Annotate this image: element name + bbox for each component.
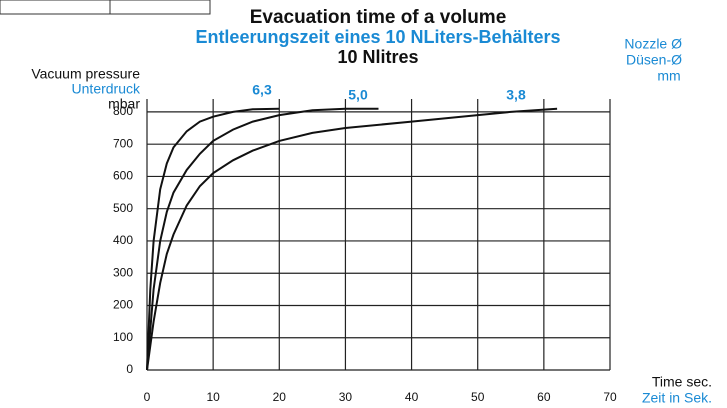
- series-label: 6,3: [252, 82, 272, 98]
- curve: [146, 107, 379, 371]
- y-axis-label: Vacuum pressure: [31, 66, 140, 82]
- y-axis-label: Unterdruck: [72, 81, 141, 97]
- y-tick-label: 800: [113, 104, 133, 118]
- legend-title: mm: [657, 68, 680, 84]
- x-tick-label: 40: [405, 390, 419, 404]
- x-axis-label: Time sec.: [652, 374, 712, 390]
- x-tick-label: 30: [339, 390, 353, 404]
- x-tick-label: 70: [603, 390, 617, 404]
- y-tick-label: 500: [113, 201, 133, 215]
- curve: [146, 107, 558, 371]
- x-tick-label: 0: [144, 390, 151, 404]
- corner-table: [0, 0, 211, 15]
- x-tick-label: 50: [471, 390, 485, 404]
- y-axis-label: mbar: [108, 96, 140, 112]
- y-tick-label: 0: [126, 362, 133, 376]
- x-tick-label: 20: [273, 390, 287, 404]
- y-tick-label: 100: [113, 330, 133, 344]
- series-label: 3,8: [506, 87, 526, 103]
- chart-subtitle: 10 Nlitres: [337, 47, 418, 67]
- curve: [146, 107, 280, 371]
- chart-title: Evacuation time of a volume: [250, 7, 507, 28]
- y-tick-label: 200: [113, 298, 133, 312]
- x-tick-label: 10: [206, 390, 220, 404]
- legend-title: Düsen-Ø: [626, 52, 682, 68]
- x-axis-label: Zeit in Sek.: [642, 390, 712, 406]
- y-tick-label: 300: [113, 265, 133, 279]
- x-tick-label: 60: [537, 390, 551, 404]
- y-tick-label: 600: [113, 169, 133, 183]
- legend-title: Nozzle Ø: [624, 36, 682, 52]
- series-label: 5,0: [348, 87, 368, 103]
- chart-subtitle: Entleerungszeit eines 10 NLiters-Behälte…: [195, 27, 560, 47]
- y-tick-label: 700: [113, 136, 133, 150]
- y-tick-label: 400: [113, 233, 133, 247]
